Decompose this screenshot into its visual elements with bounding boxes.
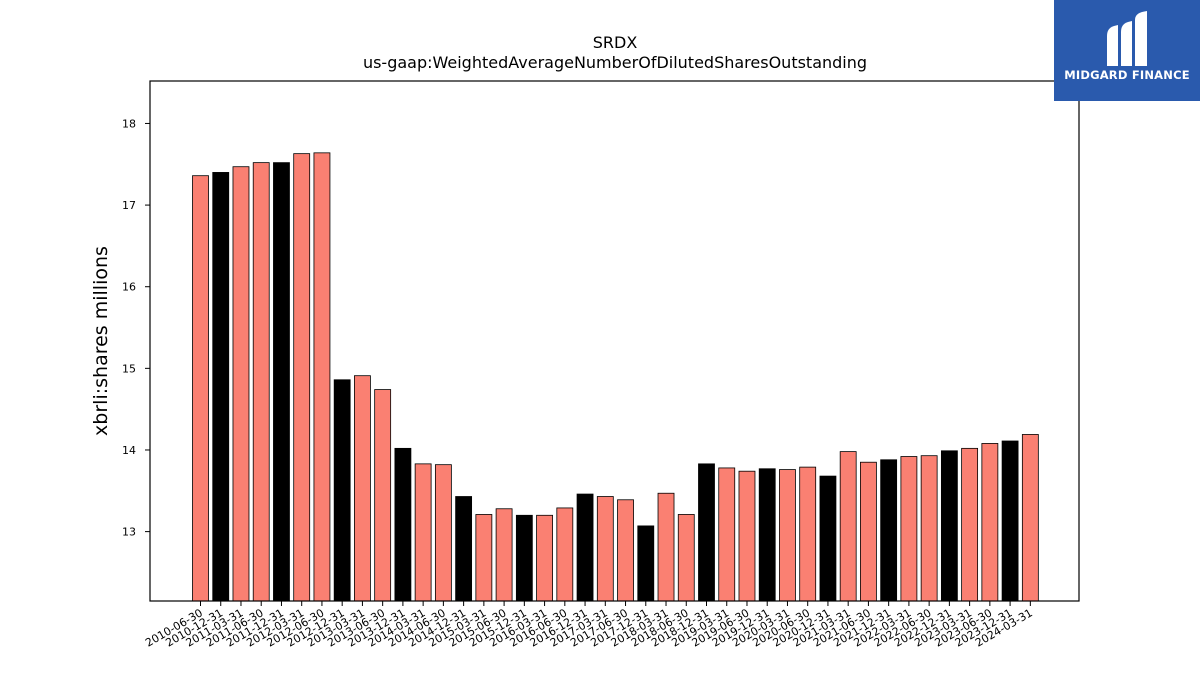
y-axis-label: xbrli:shares millions [90, 246, 112, 436]
bar-2015-06-30 [495, 508, 513, 602]
bar-2010-06-30 [192, 175, 209, 602]
bar-2017-06-30 [617, 499, 634, 602]
midgard-logo-icon [1107, 11, 1147, 66]
bar-2015-12-31 [515, 514, 533, 602]
y-tick-label: 16 [122, 281, 136, 294]
y-tick-label: 13 [122, 526, 136, 539]
y-axis: 13 14 15 16 17 18 [122, 117, 150, 539]
bar-2020-12-31 [819, 475, 837, 602]
bar-2016-12-31 [576, 493, 594, 602]
bar-2014-12-31 [455, 496, 473, 602]
bar-2016-03-31 [536, 514, 553, 602]
bar-2022-06-30 [920, 455, 938, 602]
bar-2020-06-30 [799, 466, 817, 602]
bar-2023-03-31 [961, 447, 979, 602]
bar-2022-12-31 [940, 450, 958, 602]
bar-2019-06-30 [738, 470, 756, 602]
bar-2018-06-30 [677, 514, 695, 602]
bar-2011-12-31 [273, 162, 290, 602]
bar-2021-06-30 [860, 461, 877, 602]
bar-2016-06-30 [556, 507, 574, 602]
bar-2011-06-30 [252, 162, 270, 602]
bar-2013-06-30 [374, 389, 392, 602]
bar-2010-12-31 [212, 172, 230, 602]
logo-text: MIDGARD FINANCE [1064, 68, 1190, 82]
bar-2012-12-31 [333, 379, 351, 602]
bar-2023-06-30 [981, 443, 999, 602]
bar-2018-12-31 [698, 463, 715, 602]
bar-2012-06-30 [313, 152, 331, 602]
brand-logo: MIDGARD FINANCE [1054, 0, 1200, 101]
chart-subtitle: us-gaap:WeightedAverageNumberOfDilutedSh… [363, 53, 867, 72]
x-axis: 2010-06-302010-12-312011-03-312011-06-30… [143, 601, 1035, 650]
bar-2020-03-31 [779, 469, 796, 602]
bar-2021-12-31 [880, 459, 898, 602]
y-tick-label: 18 [122, 117, 136, 130]
bar-series [192, 152, 1039, 602]
chart-title: SRDX [593, 33, 638, 52]
bar-2021-03-31 [839, 451, 857, 602]
bar-2019-12-31 [758, 468, 776, 602]
plot-area-frame [149, 80, 1080, 602]
bar-2015-03-31 [475, 514, 493, 602]
y-tick-label: 17 [122, 199, 136, 212]
bar-2013-12-31 [394, 447, 412, 602]
bar-2014-06-30 [434, 464, 452, 602]
bar-2017-12-31 [637, 525, 655, 602]
bar-2018-03-31 [657, 492, 675, 602]
bar-2012-03-31 [293, 153, 311, 602]
bar-2022-03-31 [900, 456, 918, 602]
bar-2013-03-31 [354, 375, 371, 602]
bar-2011-03-31 [232, 166, 250, 602]
bar-2019-03-31 [718, 467, 736, 602]
bar-2024-03-31 [1021, 434, 1039, 602]
bar-2023-12-31 [1001, 440, 1019, 602]
y-tick-label: 14 [122, 444, 136, 457]
bar-2014-03-31 [414, 463, 432, 602]
bar-2017-03-31 [596, 496, 614, 602]
y-tick-label: 15 [122, 362, 136, 375]
